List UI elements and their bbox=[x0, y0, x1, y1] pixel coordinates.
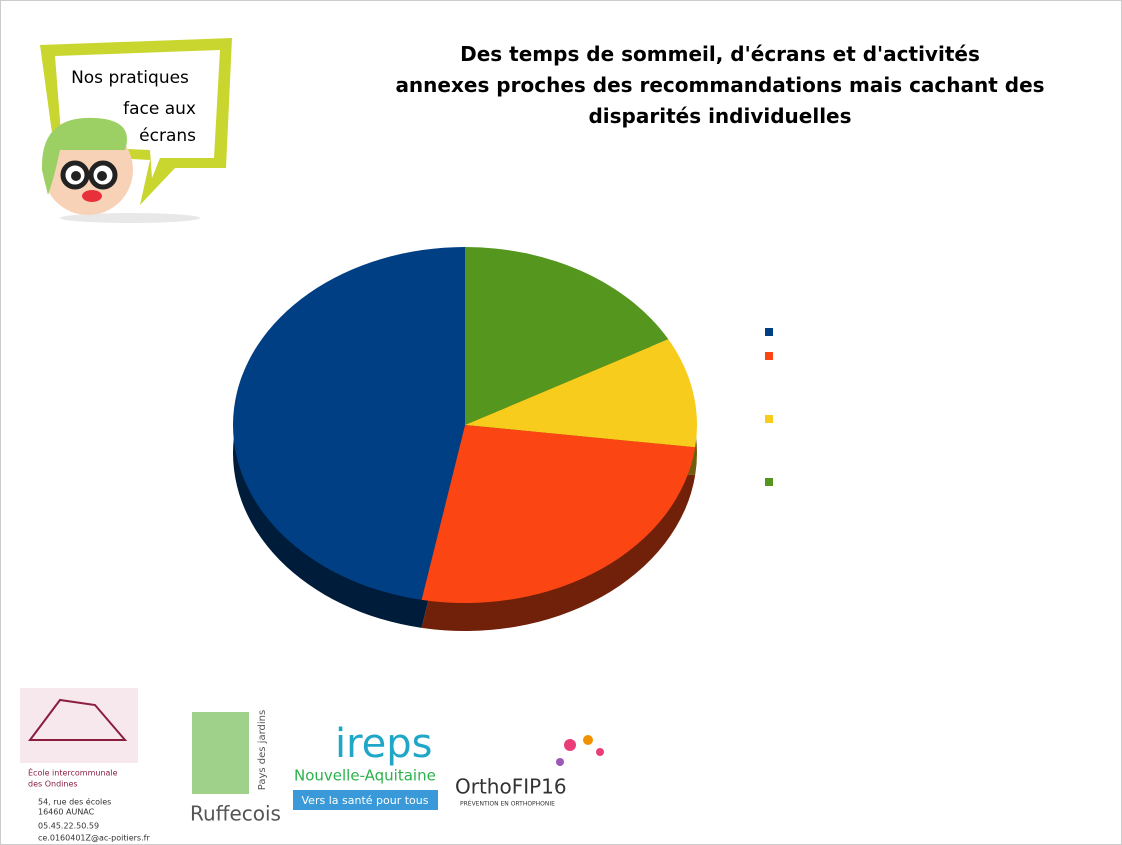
ortho-dot bbox=[583, 735, 593, 745]
ireps: ireps bbox=[335, 721, 433, 767]
address: 16460 AUNAC bbox=[38, 808, 95, 817]
ortho-dot bbox=[596, 748, 604, 756]
phone: 05.45.22.50.59 bbox=[38, 822, 99, 831]
school-house bbox=[28, 698, 128, 741]
slice bbox=[465, 339, 697, 448]
slice bbox=[421, 425, 696, 603]
ireps-tagline: Vers la santé pour tous bbox=[302, 794, 429, 807]
hair bbox=[41, 117, 127, 195]
slice bbox=[233, 247, 465, 600]
legend-swatch bbox=[765, 328, 773, 336]
legend-swatch bbox=[765, 478, 773, 486]
ireps-region: Nouvelle-Aquitaine bbox=[294, 767, 436, 785]
legend-swatch bbox=[765, 415, 773, 423]
pie bbox=[233, 247, 697, 631]
shadow bbox=[60, 213, 200, 223]
ruffecois: Ruffecois bbox=[190, 802, 281, 826]
bubble-text: face aux bbox=[123, 99, 196, 119]
address: 54, rue des écoles bbox=[38, 797, 111, 807]
mouth bbox=[82, 190, 102, 202]
school-drawing bbox=[20, 688, 138, 763]
school-name: École intercommunale bbox=[28, 767, 118, 778]
eye bbox=[71, 171, 81, 181]
eye bbox=[97, 171, 107, 181]
ortho-dot bbox=[564, 739, 576, 751]
legend bbox=[765, 328, 773, 486]
ortho-sub: PRÉVENTION EN ORTHOPHONIE bbox=[460, 800, 555, 808]
ruffecois-sub: Pays des jardins bbox=[257, 710, 268, 790]
bubble-text: Nos pratiques bbox=[71, 68, 189, 88]
ortho-dot bbox=[556, 758, 564, 766]
email: ce.0160401Z@ac-poitiers.fr bbox=[38, 834, 150, 843]
footer: École intercommunale des Ondines 54, rue… bbox=[20, 688, 604, 843]
legend-swatch bbox=[765, 352, 773, 360]
ortho: OrthoFIP16 bbox=[455, 775, 567, 799]
slice bbox=[465, 247, 669, 425]
ruffecois-leaf bbox=[192, 712, 249, 794]
ireps-band bbox=[293, 790, 438, 810]
school-name: des Ondines bbox=[28, 780, 78, 789]
bubble: Nos pratiques face aux écrans bbox=[40, 38, 232, 223]
bubble-text: écrans bbox=[139, 126, 196, 146]
chart-title: Des temps de sommeil, d'écrans et d'acti… bbox=[395, 42, 1044, 128]
